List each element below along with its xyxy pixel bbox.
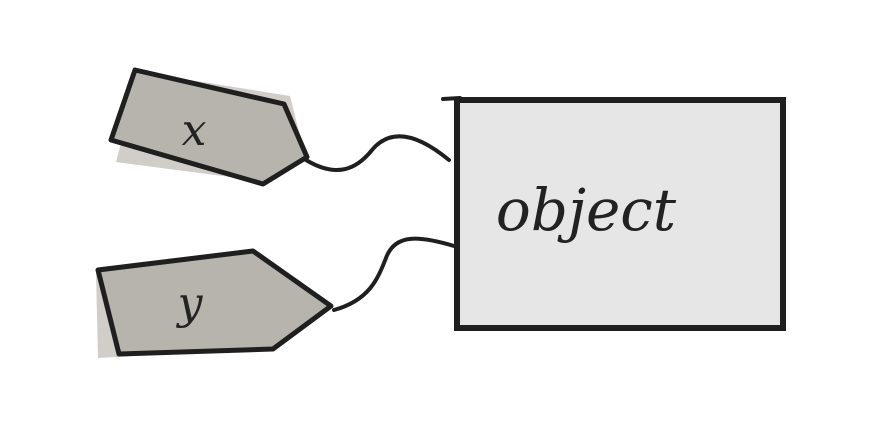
object-box: object (441, 96, 786, 331)
object-top-left-tick (441, 96, 462, 101)
tag-x-shape (108, 67, 310, 187)
object-label: object (496, 176, 677, 244)
tag-y-shape (95, 248, 334, 357)
connector-x (304, 134, 451, 173)
object-rect (454, 97, 786, 331)
tag-x: x (108, 67, 310, 187)
connector-y (332, 236, 456, 312)
tag-x-label: x (182, 105, 207, 156)
tag-y: y (95, 248, 334, 358)
tag-y-label: y (176, 278, 204, 329)
